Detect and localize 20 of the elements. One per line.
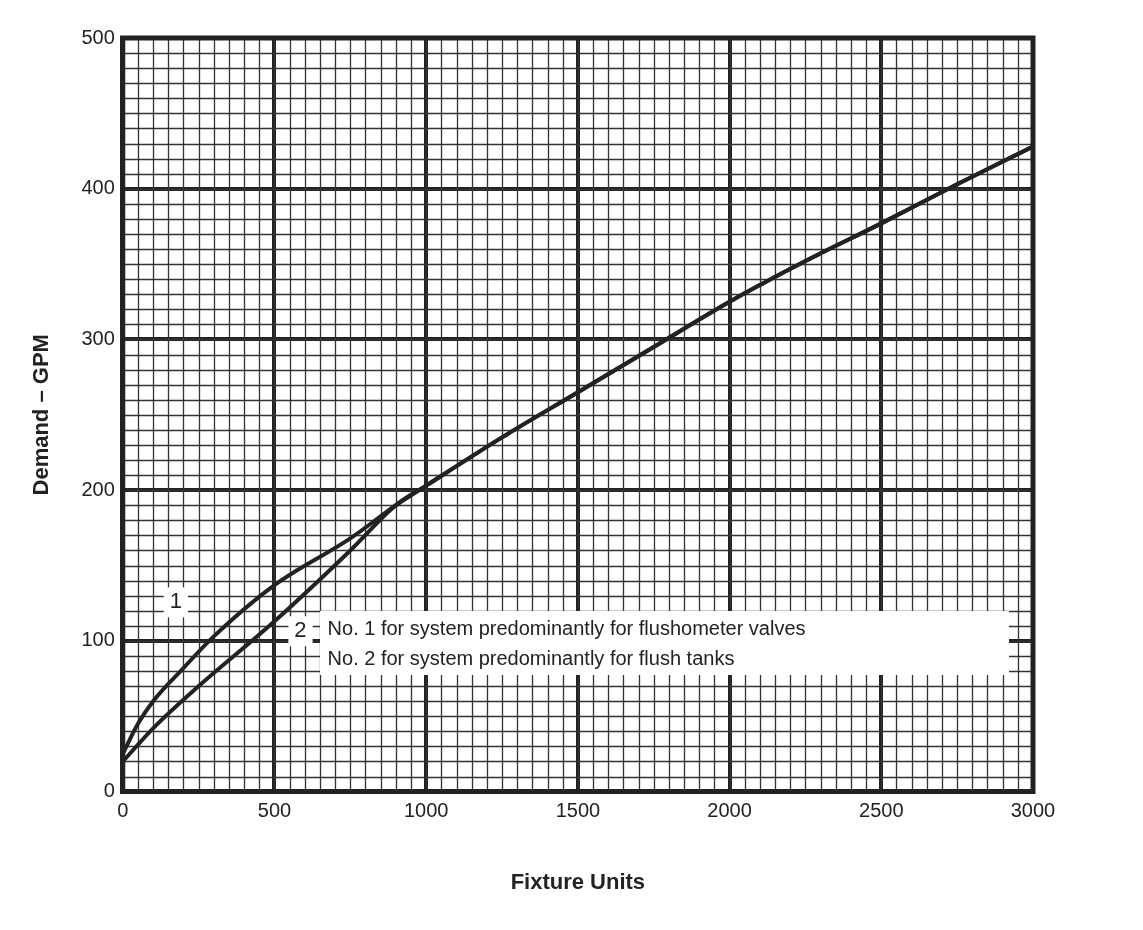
series-label: 2 [294,617,307,643]
x-tick-label: 2000 [707,799,752,822]
y-tick-label: 500 [81,25,115,48]
x-tick-label: 500 [257,799,292,822]
y-tick-label: 300 [81,326,115,349]
y-tick-label: 0 [103,779,115,802]
annotation: No. 2 for system predominantly for flush tanks [327,645,736,671]
x-axis-title: Fixture Units [510,868,646,894]
x-tick-label: 2500 [859,799,904,822]
x-tick-label: 3000 [1010,799,1056,822]
x-tick-label: 0 [117,799,129,822]
y-axis-title: Demand – GPM [28,334,54,496]
x-tick-label: 1500 [555,799,601,822]
x-tick-label: 1000 [403,799,449,822]
y-tick-label: 100 [81,628,115,651]
y-tick-label: 200 [81,477,115,500]
annotation: No. 1 for system predominantly for flushometer valves [327,615,807,641]
y-tick-label: 400 [81,176,115,199]
note-box: No. 1 for system predominantly for flushometer valves No. 2 for system predominantly for flush tanks [319,610,1010,675]
series-label: 1 [169,588,182,614]
